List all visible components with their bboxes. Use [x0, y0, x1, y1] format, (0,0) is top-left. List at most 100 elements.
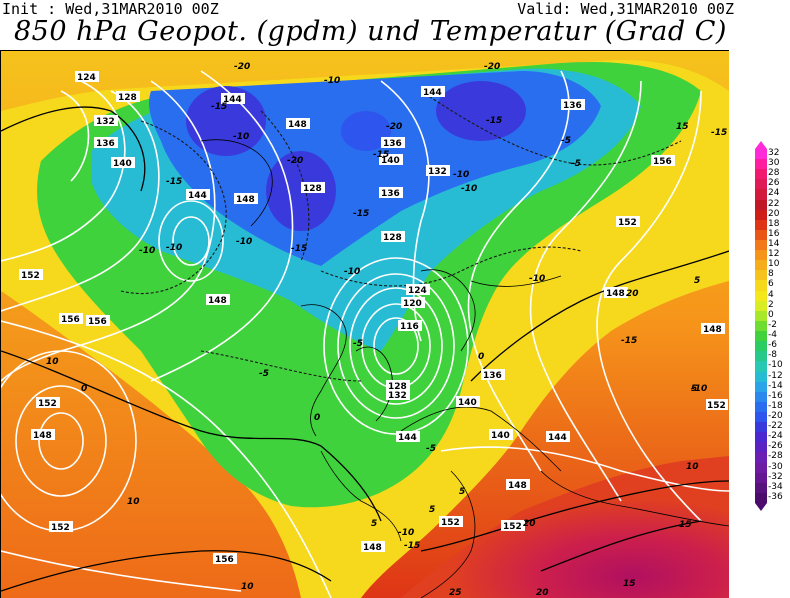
geopot-label: 156	[86, 315, 110, 327]
scale-label: 18	[768, 218, 780, 229]
svg-text:148: 148	[208, 296, 227, 306]
svg-text:124: 124	[77, 73, 96, 83]
weather-map[interactable]: 124 128 132 136 140 144 148 148 144 140 …	[0, 50, 729, 598]
geopot-label: 128	[381, 231, 405, 243]
svg-text:144: 144	[398, 433, 417, 443]
svg-text:136: 136	[483, 371, 502, 381]
geopot-label: 124	[406, 284, 430, 296]
svg-text:148: 148	[508, 481, 527, 491]
geopot-label: 136	[379, 187, 403, 199]
svg-text:148: 148	[236, 195, 255, 205]
svg-text:152: 152	[38, 399, 57, 409]
scale-cell	[755, 391, 767, 403]
svg-text:152: 152	[707, 401, 726, 411]
scale-cell	[755, 179, 767, 190]
scale-label: -22	[768, 421, 783, 432]
svg-text:144: 144	[548, 433, 567, 443]
scale-cell	[755, 371, 767, 383]
svg-text:5: 5	[429, 505, 435, 515]
geopot-label: 136	[481, 369, 505, 381]
scale-cell	[755, 189, 767, 201]
scale-label: -2	[768, 319, 777, 330]
temperature-color-scale: 32 30 28 26 24 22 20 18 16 14 12 10 8 6 4 2 0 -2 -4 -6 -8 -10…	[755, 141, 790, 513]
svg-text:136: 136	[381, 189, 400, 199]
scale-cell	[755, 401, 767, 413]
svg-text:-5: -5	[353, 339, 363, 349]
scale-label: -34	[768, 481, 783, 492]
scale-label: 0	[768, 309, 774, 320]
svg-text:-10: -10	[398, 528, 414, 538]
init-time-label: Init : Wed,31MAR2010 00Z	[2, 0, 219, 18]
scale-cell	[755, 341, 767, 352]
svg-text:156: 156	[61, 315, 80, 325]
svg-text:-15: -15	[166, 177, 182, 187]
svg-text:152: 152	[618, 218, 637, 228]
geopot-label: 136	[94, 137, 118, 149]
svg-text:-20: -20	[484, 62, 500, 72]
geopot-label: 144	[546, 431, 570, 443]
svg-text:144: 144	[223, 95, 242, 105]
svg-text:0: 0	[478, 352, 484, 362]
scale-label: -18	[768, 400, 783, 411]
geopot-label: 128	[116, 91, 140, 103]
svg-text:10: 10	[127, 497, 140, 507]
svg-text:128: 128	[118, 93, 137, 103]
svg-text:5: 5	[691, 384, 697, 394]
scale-label: 24	[768, 188, 780, 199]
scale-cell	[755, 422, 767, 433]
svg-text:15: 15	[676, 122, 689, 132]
svg-text:128: 128	[383, 233, 402, 243]
temperature-isolines	[120, 90, 682, 382]
geopot-label: 148	[361, 541, 385, 553]
svg-text:128: 128	[303, 184, 322, 194]
svg-text:144: 144	[188, 191, 207, 201]
scale-label: -20	[768, 410, 783, 421]
svg-text:152: 152	[21, 271, 40, 281]
scale-cell	[755, 250, 767, 261]
svg-text:-5: -5	[561, 136, 571, 146]
scale-label: -4	[768, 330, 777, 341]
svg-text:10: 10	[686, 462, 699, 472]
scale-bar	[755, 149, 767, 504]
svg-text:15: 15	[679, 520, 692, 530]
svg-text:-5: -5	[259, 369, 269, 379]
scale-cell	[755, 381, 767, 393]
svg-text:-20: -20	[287, 156, 303, 166]
geopot-label: 140	[489, 429, 513, 441]
svg-text:20: 20	[626, 289, 639, 299]
svg-text:156: 156	[88, 317, 107, 327]
geopot-label: 136	[561, 99, 585, 111]
geopot-label: 132	[386, 389, 410, 401]
geopot-label: 152	[36, 397, 60, 409]
geopot-label: 152	[501, 520, 525, 532]
cold-core-4	[341, 111, 391, 151]
svg-text:148: 148	[703, 325, 722, 335]
scale-label: 16	[768, 228, 780, 239]
svg-text:120: 120	[403, 299, 422, 309]
geopot-label: 148	[31, 429, 55, 441]
scale-cell	[755, 482, 767, 494]
scale-cell	[755, 149, 767, 160]
scale-cell	[755, 351, 767, 362]
scale-cell	[755, 361, 767, 372]
svg-text:-20: -20	[386, 122, 402, 132]
scale-label: 12	[768, 249, 780, 260]
temperature-labels: -20 -15 -10 -20 -15 -20 -15 -10 -20 -15 …	[46, 62, 727, 598]
svg-text:-10: -10	[166, 243, 182, 253]
svg-text:-5: -5	[426, 444, 436, 454]
geopotential-labels: 124 128 132 136 140 144 148 148 144 140 …	[19, 71, 728, 565]
scale-label: 20	[768, 208, 780, 219]
svg-text:136: 136	[563, 101, 582, 111]
svg-text:140: 140	[381, 156, 400, 166]
header-row: Init : Wed,31MAR2010 00Z Valid: Wed,31MA…	[0, 0, 790, 18]
scale-label: 10	[768, 259, 780, 270]
zero-isotherm	[1, 106, 729, 592]
scale-cell	[755, 331, 767, 342]
geopot-label: 140	[111, 157, 135, 169]
svg-text:152: 152	[503, 522, 522, 532]
scale-cell	[755, 280, 767, 292]
svg-text:152: 152	[51, 523, 70, 533]
scale-label: -30	[768, 461, 783, 472]
geopot-label: 152	[19, 269, 43, 281]
svg-text:-15: -15	[711, 128, 727, 138]
